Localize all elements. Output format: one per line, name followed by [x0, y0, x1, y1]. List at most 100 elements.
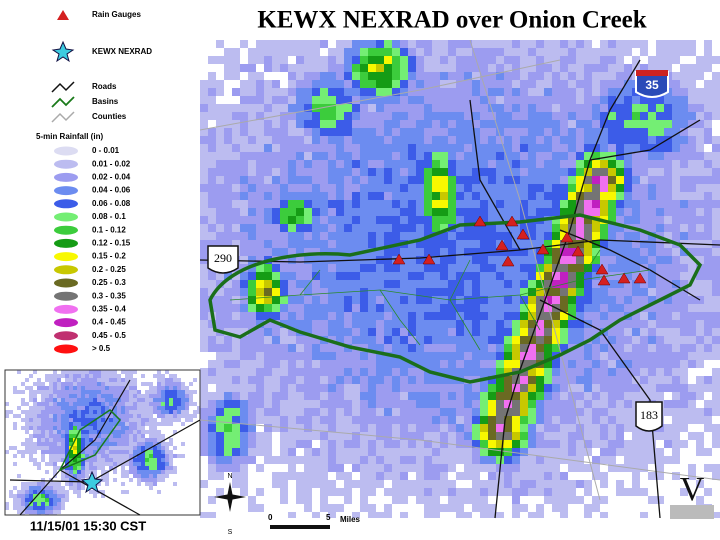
radar-cell — [360, 120, 368, 128]
radar-cell — [432, 144, 440, 152]
radar-cell — [432, 248, 440, 256]
radar-cell — [672, 408, 680, 416]
radar-cell — [264, 144, 272, 152]
inset-cell — [77, 370, 81, 374]
radar-cell — [336, 256, 344, 264]
radar-cell — [544, 360, 552, 368]
radar-cell — [712, 216, 720, 224]
radar-cell — [504, 384, 512, 392]
radar-cell — [272, 416, 280, 424]
inset-cell — [45, 398, 49, 402]
inset-cell — [181, 402, 185, 406]
inset-cell — [125, 394, 129, 398]
radar-cell — [632, 352, 640, 360]
inset-cell — [101, 450, 105, 454]
inset-cell — [149, 426, 153, 430]
inset-cell — [101, 410, 105, 414]
radar-cell — [552, 296, 560, 304]
radar-cell — [464, 160, 472, 168]
radar-cell — [592, 312, 600, 320]
radar-cell — [504, 80, 512, 88]
radar-cell — [680, 104, 688, 112]
radar-cell — [536, 456, 544, 464]
inset-cell — [77, 470, 81, 474]
inset-cell — [169, 378, 173, 382]
inset-cell — [133, 378, 137, 382]
radar-cell — [440, 64, 448, 72]
radar-cell — [560, 272, 568, 280]
radar-cell — [232, 272, 240, 280]
radar-cell — [208, 280, 216, 288]
radar-cell — [352, 80, 360, 88]
radar-cell — [336, 312, 344, 320]
radar-cell — [200, 144, 208, 152]
radar-cell — [520, 480, 528, 488]
radar-cell — [544, 224, 552, 232]
radar-cell — [624, 424, 632, 432]
radar-cell — [304, 56, 312, 64]
radar-cell — [688, 192, 696, 200]
radar-cell — [208, 232, 216, 240]
radar-cell — [320, 144, 328, 152]
radar-cell — [264, 120, 272, 128]
inset-cell — [177, 398, 181, 402]
radar-cell — [256, 144, 264, 152]
radar-cell — [272, 472, 280, 480]
radar-cell — [496, 104, 504, 112]
radar-cell — [496, 224, 504, 232]
inset-cell — [105, 442, 109, 446]
radar-cell — [552, 256, 560, 264]
radar-cell — [504, 216, 512, 224]
radar-cell — [352, 336, 360, 344]
inset-cell — [149, 482, 153, 486]
inset-cell — [57, 414, 61, 418]
radar-cell — [520, 152, 528, 160]
radar-cell — [216, 344, 224, 352]
radar-cell — [272, 344, 280, 352]
inset-cell — [41, 430, 45, 434]
radar-cell — [264, 328, 272, 336]
radar-cell — [576, 136, 584, 144]
inset-cell — [25, 414, 29, 418]
radar-cell — [256, 152, 264, 160]
radar-cell — [680, 376, 688, 384]
inset-cell — [89, 434, 93, 438]
radar-cell — [368, 368, 376, 376]
radar-cell — [456, 160, 464, 168]
inset-cell — [85, 378, 89, 382]
radar-cell — [400, 232, 408, 240]
legend-label: Roads — [92, 82, 117, 91]
inset-cell — [89, 450, 93, 454]
inset-cell — [145, 418, 149, 422]
radar-cell — [512, 120, 520, 128]
inset-cell — [53, 382, 57, 386]
radar-cell — [360, 392, 368, 400]
radar-cell — [680, 72, 688, 80]
radar-cell — [304, 256, 312, 264]
radar-cell — [592, 200, 600, 208]
radar-cell — [264, 128, 272, 136]
radar-cell — [624, 48, 632, 56]
radar-cell — [368, 208, 376, 216]
inset-cell — [17, 370, 21, 374]
inset-cell — [65, 402, 69, 406]
radar-cell — [352, 320, 360, 328]
radar-cell — [688, 152, 696, 160]
inset-cell — [117, 438, 121, 442]
radar-cell — [248, 120, 256, 128]
legend-swatch — [54, 225, 78, 235]
radar-cell — [576, 40, 584, 48]
radar-cell — [248, 232, 256, 240]
radar-cell — [208, 96, 216, 104]
radar-cell — [280, 256, 288, 264]
radar-cell — [304, 352, 312, 360]
radar-cell — [488, 376, 496, 384]
radar-cell — [616, 264, 624, 272]
radar-cell — [712, 80, 720, 88]
radar-cell — [352, 56, 360, 64]
radar-cell — [248, 272, 256, 280]
radar-cell — [616, 160, 624, 168]
radar-cell — [672, 184, 680, 192]
radar-cell — [376, 328, 384, 336]
radar-cell — [480, 232, 488, 240]
